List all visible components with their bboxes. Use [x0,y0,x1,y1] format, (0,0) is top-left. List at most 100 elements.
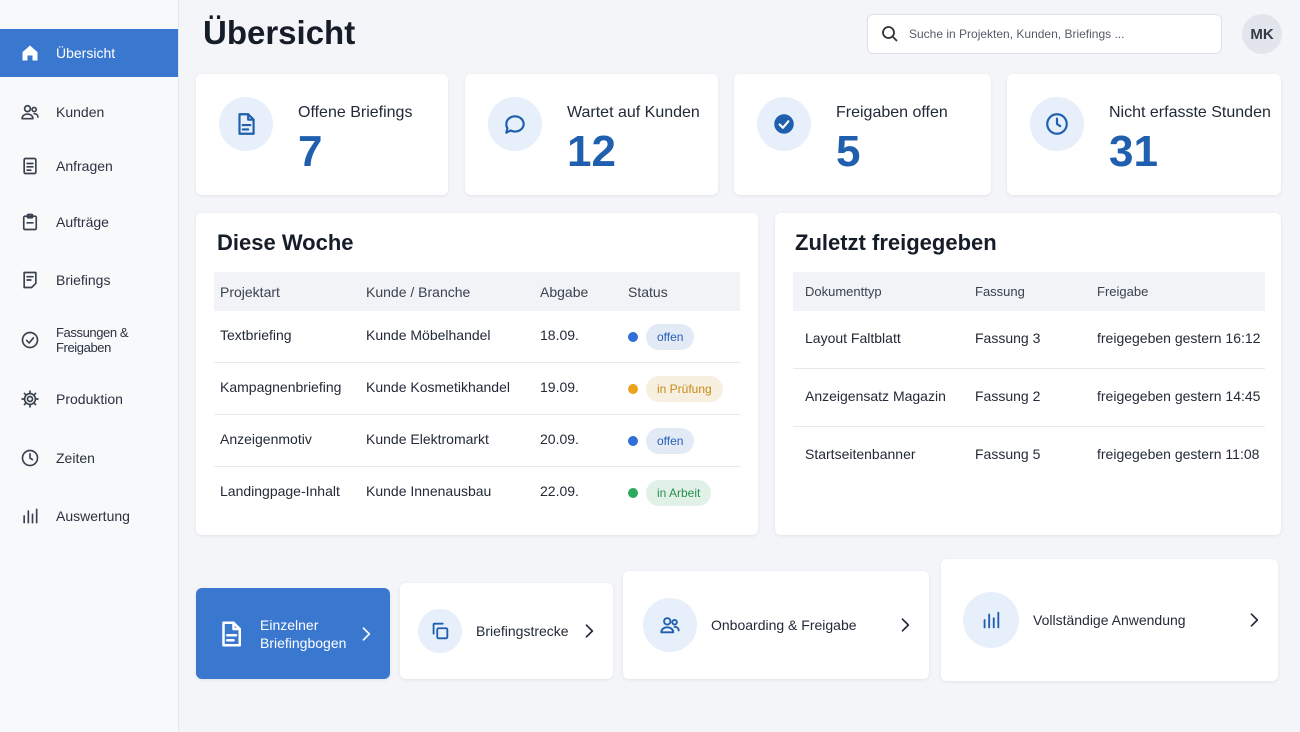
icon [23,271,37,289]
nav-item[interactable]: Zeiten [0,434,178,482]
status-pill: offen [646,428,695,454]
kpi-card: Nicht erfasste Stunden 31 [1007,74,1281,195]
table-cell: 18.09. [540,327,579,343]
nav-label: Kunden [56,104,105,120]
kpi-icon [488,97,542,151]
action-icon [963,592,1019,648]
table-cell: 19.09. [540,379,579,395]
action-label: Briefingstrecke [476,623,569,639]
week-panel: Diese Woche Projektart Kunde / Branche Abg… [196,213,758,535]
kpi-icon [757,97,811,151]
search-placeholder: Suche in Projekten, Kunden, Briefings ..… [909,27,1125,41]
kpi-icon [219,97,273,151]
kpi-value: 12 [567,127,616,176]
table-cell: Kampagnenbriefing [220,379,342,395]
action-card[interactable]: Vollständige Anwendung [941,559,1278,681]
icon [1250,613,1259,627]
table-cell: Fassung 2 [975,388,1041,404]
kpi-card: Freigaben offen 5 [734,74,991,195]
status-dot [628,488,638,498]
status-dot [628,436,638,446]
chevron [579,621,599,641]
action-card[interactable]: Einzelner Briefingbogen [196,588,390,679]
nav-item[interactable]: Fassungen & Freigaben [0,316,178,364]
icon [22,213,38,231]
status-dot [628,384,638,394]
table-header [793,272,1265,311]
nav-item[interactable]: Übersicht [0,29,178,77]
table-cell: Textbriefing [220,327,292,343]
kpi-label: Freigaben offen [836,104,948,121]
icon [585,624,594,638]
kpi-label: Offene Briefings [298,104,413,121]
nav-item[interactable]: Anfragen [0,142,178,190]
kpi-icon [1030,97,1084,151]
kpi-value: 7 [298,127,323,176]
icon [23,508,38,524]
icon [505,115,525,134]
action-card[interactable]: Briefingstrecke [400,583,613,679]
column-header: Dokumenttyp [805,284,882,299]
status-pill: offen [646,324,695,350]
kpi-card: Wartet auf Kunden 12 [465,74,718,195]
icon [21,449,39,467]
table-cell: Kunde Elektromarkt [366,431,489,447]
status-dot [628,332,638,342]
avatar[interactable]: MK [1242,14,1282,54]
search-box[interactable]: Suche in Projekten, Kunden, Briefings ..… [867,14,1222,54]
icon [222,621,241,646]
kpi-label: Nicht erfasste Stunden [1109,104,1271,121]
nav-label: Produktion [56,391,123,407]
action-label: Vollständige Anwendung [1033,612,1186,628]
panel-title: Zuletzt freigegeben [795,230,997,255]
table-cell: Layout Faltblatt [805,330,901,346]
sidebar: Übersicht Kunden Anfragen Aufträge Briefings… [0,0,179,732]
nav-label: Übersicht [56,45,116,61]
action-label: Onboarding & Freigabe [711,617,857,633]
icon [901,618,910,632]
icon [660,617,680,634]
action-icon [643,598,697,652]
nav-item[interactable]: Kunden [0,88,178,136]
kpi-card: Offene Briefings 7 [196,74,448,195]
nav-label: Auswertung [56,508,130,524]
chevron [895,615,915,635]
action-card[interactable]: Onboarding & Freigabe [623,571,929,679]
status-pill: in Arbeit [646,480,712,506]
icon [21,104,39,120]
table-cell: Fassung 5 [975,446,1041,462]
row-separator [214,466,740,467]
search-icon [882,26,898,42]
icon [238,113,255,135]
status-pill: in Prüfung [646,376,723,402]
row-separator [793,426,1265,427]
table-cell: 22.09. [540,483,579,499]
icon [362,626,371,641]
column-header: Freigabe [1097,284,1149,299]
table-cell: Kunde Innenausbau [366,483,492,499]
icon [983,611,1000,629]
table-cell: Anzeigensatz Magazin [805,388,946,404]
nav-item[interactable]: Briefings [0,256,178,304]
nav-item[interactable]: Aufträge [0,198,178,246]
recent-panel: Zuletzt freigegeben Dokumenttyp Fassung Fr… [775,213,1281,535]
icon [23,157,37,175]
kpi-value: 5 [836,127,861,176]
row-separator [214,414,740,415]
row-separator [214,362,740,363]
nav-item[interactable]: Produktion [0,375,178,423]
table-cell: 20.09. [540,431,579,447]
nav-label: Anfragen [56,158,113,174]
icon [432,622,449,640]
column-header: Fassung [975,284,1025,299]
column-header: Kunde / Branche [366,284,471,300]
column-header: Projektart [220,284,280,300]
table-cell: Kunde Kosmetikhandel [366,379,510,395]
icon [774,114,794,134]
nav-label: Briefings [56,272,111,288]
nav-item[interactable]: Auswertung [0,492,178,540]
table-header [214,272,740,311]
icon [22,45,38,61]
icon [21,390,39,408]
kpi-value: 31 [1109,127,1158,176]
